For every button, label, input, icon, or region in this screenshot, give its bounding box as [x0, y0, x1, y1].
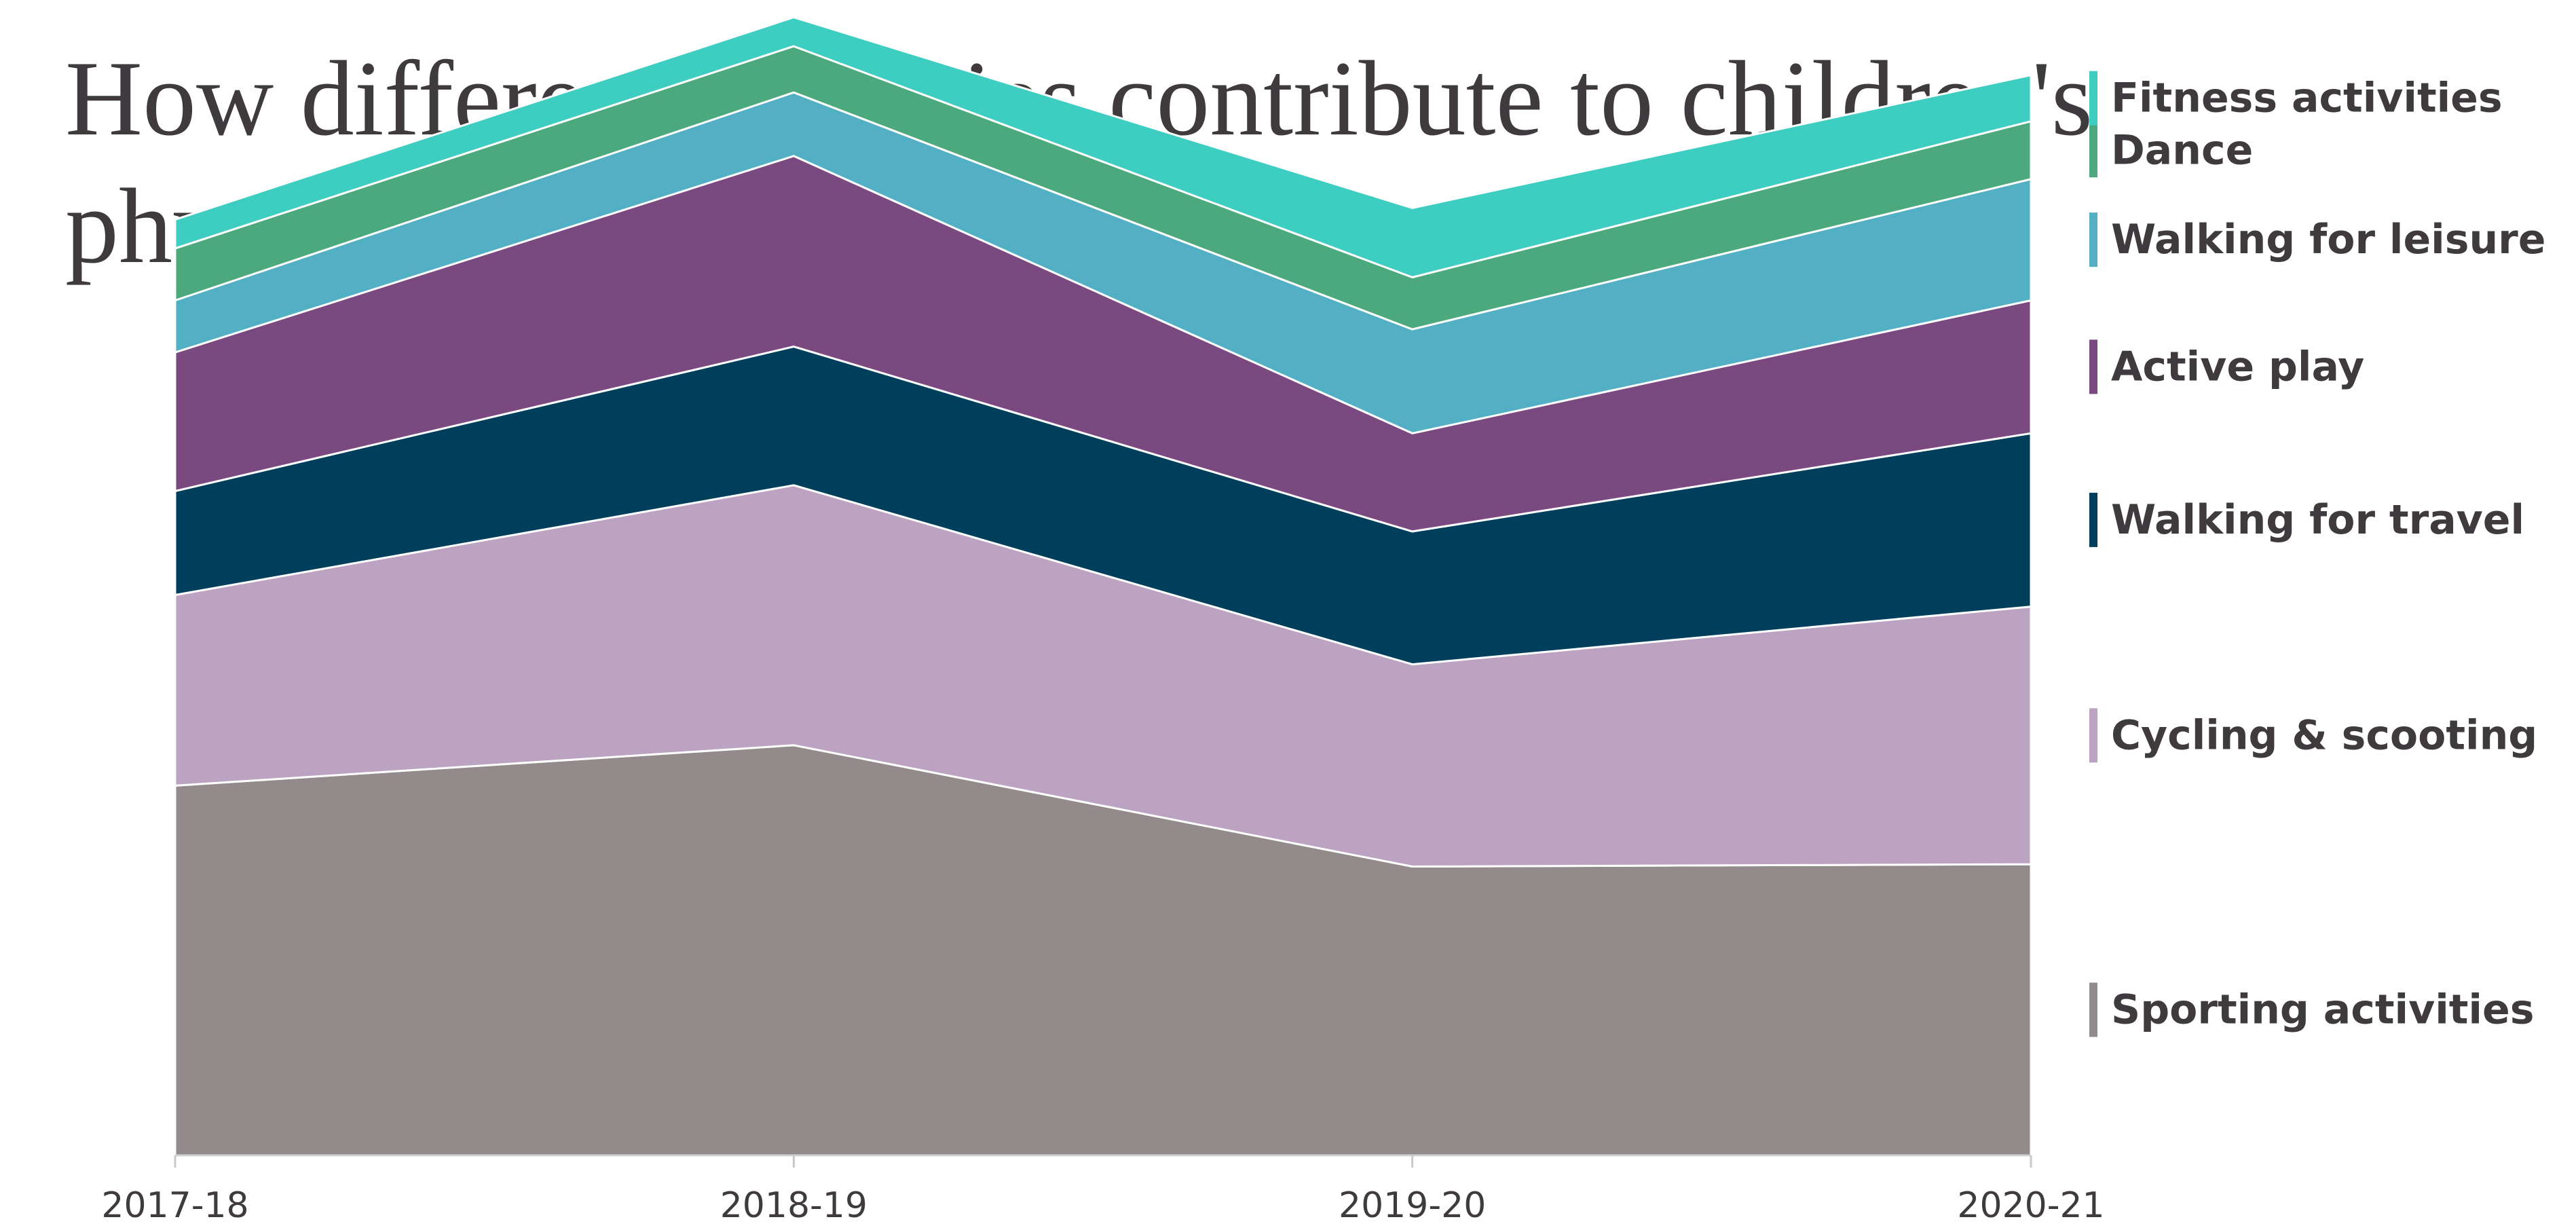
legend-label-active-play: Active play [2111, 343, 2364, 390]
x-tick-label: 2020-21 [1957, 1185, 2104, 1226]
legend-swatch-cycling-scooting [2089, 708, 2097, 763]
area-fitness-activities [174, 16, 2032, 278]
x-axis: 2017-18 2018-19 2019-20 2020-21 [101, 1154, 2105, 1226]
legend-label-dance: Dance [2111, 126, 2253, 174]
legend-label-walking-for-travel: Walking for travel [2111, 496, 2524, 544]
legend-swatch-walking-for-leisure [2089, 212, 2097, 267]
legend-swatch-walking-for-travel [2089, 492, 2097, 547]
x-tick-label: 2017-18 [101, 1185, 248, 1226]
x-tick-label: 2019-20 [1339, 1185, 1486, 1226]
legend-label-sporting-activities: Sporting activities [2111, 986, 2534, 1034]
legend-label-fitness-activities: Fitness activities [2111, 75, 2503, 122]
x-tick-label: 2018-19 [720, 1185, 867, 1226]
legend-swatch-fitness-activities [2089, 71, 2097, 126]
legend-label-walking-for-leisure: Walking for leisure [2111, 216, 2545, 263]
legend-swatch-dance [2089, 123, 2097, 178]
legend-label-cycling-scooting: Cycling & scooting [2111, 711, 2537, 759]
legend: Sporting activities Cycling & scooting Wal… [2089, 71, 2545, 1037]
area-layers [174, 16, 2032, 1157]
legend-swatch-active-play [2089, 339, 2097, 394]
legend-swatch-sporting-activities [2089, 982, 2097, 1037]
